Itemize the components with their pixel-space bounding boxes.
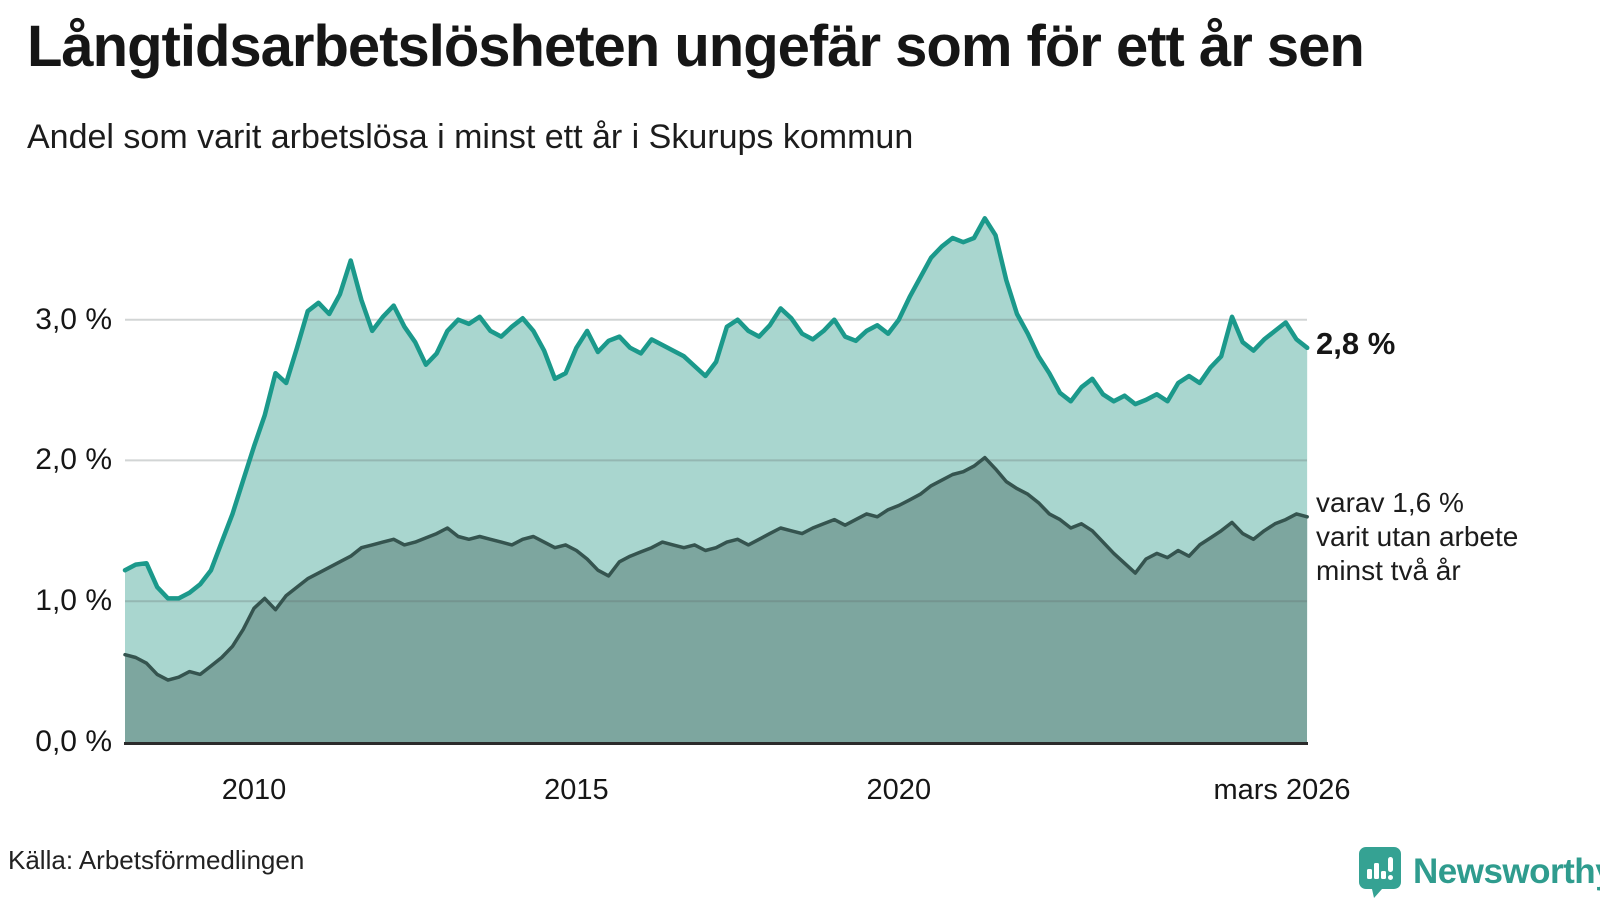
y-tick-label: 1,0 % xyxy=(35,584,112,618)
y-tick-label: 3,0 % xyxy=(35,302,112,336)
latest-value-annotation: 2,8 % xyxy=(1316,326,1396,361)
secondary-annotation-line: varit utan arbete xyxy=(1316,521,1519,552)
x-tick-label: 2020 xyxy=(866,774,932,806)
x-tick-label: mars 2026 xyxy=(1213,774,1351,806)
newsworthy-logo-text: Newsworthy xyxy=(1413,852,1600,891)
page-title: Långtidsarbetslösheten ungefär som för e… xyxy=(27,14,1365,79)
x-tick-label: 2015 xyxy=(544,774,609,806)
secondary-value-annotation: varav 1,6 % varit utan arbete minst två … xyxy=(1316,486,1518,588)
newsworthy-logo-icon xyxy=(1359,847,1401,898)
page-subtitle: Andel som varit arbetslösa i minst ett å… xyxy=(27,118,914,156)
y-tick-label: 2,0 % xyxy=(35,443,112,477)
newsworthy-logo: Newsworthy xyxy=(1358,846,1600,898)
secondary-annotation-line: varav 1,6 % xyxy=(1316,487,1464,518)
secondary-annotation-line: minst två år xyxy=(1316,555,1461,586)
area-fill-minst-två-år xyxy=(125,457,1308,742)
line-minst-ett-år xyxy=(122,216,1310,601)
y-tick-label: 0,0 % xyxy=(35,725,112,758)
line-minst-två-år xyxy=(123,455,1309,682)
source-note: Källa: Arbetsförmedlingen xyxy=(8,845,305,875)
x-tick-label: 2010 xyxy=(221,774,287,806)
